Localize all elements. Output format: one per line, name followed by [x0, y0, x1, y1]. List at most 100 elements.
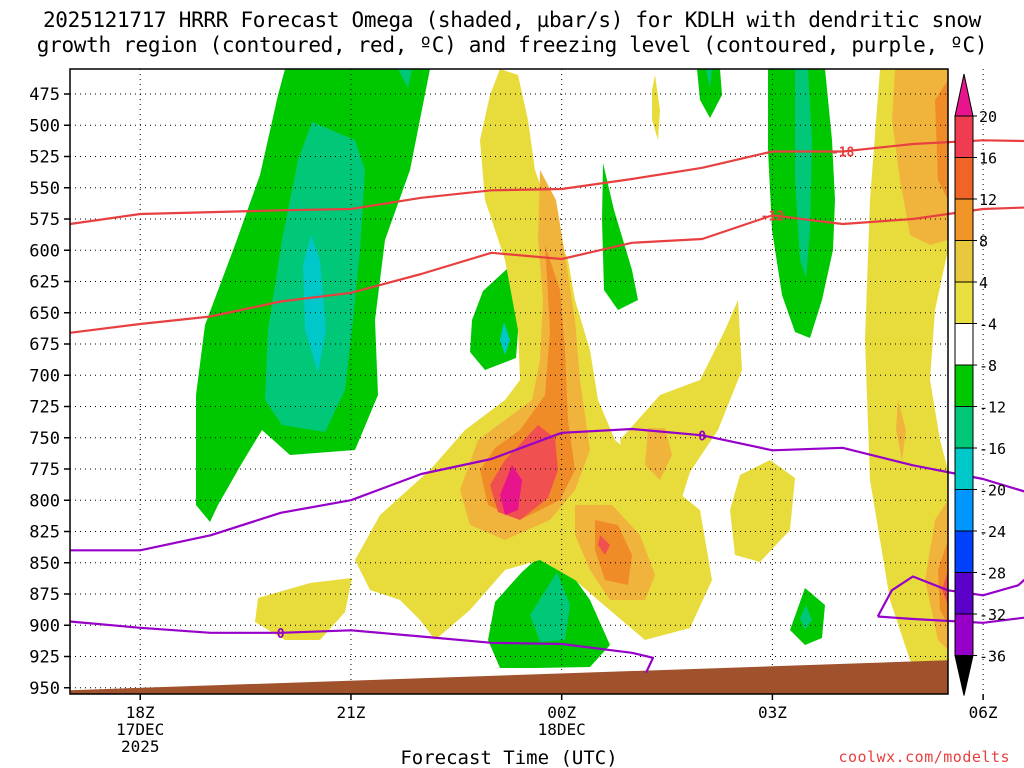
omega-positive-orange-right	[645, 428, 672, 480]
omega-negative-sliver	[602, 163, 638, 310]
omega-negative-north-patch	[398, 69, 412, 88]
colorbar-swatch	[954, 364, 974, 407]
omega-negative-center-west	[303, 235, 326, 372]
credit-text: coolwx.com/modelts	[838, 748, 1010, 766]
y-tick-label: 750	[29, 429, 60, 449]
contour-dendritic-top	[69, 139, 1024, 226]
chart-title-line-2: growth region (contoured, red, ºC) and f…	[36, 33, 988, 57]
contour-dendritic-bottom	[69, 206, 1024, 334]
colorbar-label: -28	[979, 565, 1006, 583]
x-axis: 18Z17DEC202521Z00Z18DEC03Z06Z09Z	[116, 694, 998, 756]
y-tick-label: 925	[29, 648, 60, 668]
contour-label: -18	[831, 146, 855, 161]
contour-freezing-lower	[69, 620, 655, 674]
colorbar-label: 16	[979, 150, 997, 168]
y-tick-label: 575	[29, 210, 60, 230]
colorbar-swatch	[954, 115, 974, 158]
omega-positive-orange-east-mid	[896, 400, 906, 460]
y-tick-label: 825	[29, 523, 60, 543]
colorbar-swatch	[954, 323, 974, 366]
y-tick-label: 650	[29, 304, 60, 324]
colorbar-swatch	[954, 447, 974, 490]
omega-negative-low-core	[530, 572, 570, 642]
colorbar-swatch	[954, 157, 974, 200]
colorbar-swatch	[954, 572, 974, 615]
colorbar-label: -24	[979, 523, 1006, 541]
colorbar-bottom-arrow	[954, 655, 974, 696]
colorbar-swatch	[954, 530, 974, 573]
omega-positive-west-low	[255, 578, 352, 640]
omega-negative-core-east	[795, 69, 812, 278]
omega-negative-north-east-core	[706, 69, 712, 88]
x-tick-sublabel: 17DEC	[116, 720, 164, 739]
omega-shading	[196, 69, 948, 694]
y-tick-label: 600	[29, 241, 60, 261]
colorbar-top-arrow	[954, 73, 974, 117]
x-tick-label: 21Z	[337, 703, 366, 722]
y-tick-label: 525	[29, 148, 60, 168]
colorbar-label: -4	[979, 316, 997, 334]
colorbar-swatch	[954, 489, 974, 532]
omega-positive-magenta-core	[500, 465, 522, 515]
x-axis-title: Forecast Time (UTC)	[400, 747, 617, 768]
colorbar-label: 4	[979, 274, 988, 292]
colorbar-swatch	[954, 240, 974, 283]
contour-label: 0	[698, 429, 706, 444]
grid-lines	[70, 69, 984, 694]
omega-positive-dark-orange-east-low	[938, 540, 948, 625]
y-axis: 475 500 525 550 575 600 625 650 675 700 725 750 775 8…	[29, 85, 70, 699]
contour-label: -12	[761, 209, 784, 224]
y-tick-label: 500	[29, 116, 60, 136]
plot-frame	[69, 68, 949, 695]
x-tick-sublabel: 18DEC	[538, 720, 586, 739]
y-tick-label: 475	[29, 85, 60, 105]
x-tick-sublabel: 2025	[121, 737, 160, 756]
y-tick-label: 725	[29, 398, 60, 418]
colorbar: 20 16 12 8 4 -4 -8 -12 -16 -20 -24 -28 -32 -36	[954, 73, 1006, 696]
chart-title-line-1: 2025121717 HRRR Forecast Omega (shaded, …	[42, 8, 982, 32]
colorbar-label: 8	[979, 233, 988, 251]
omega-positive-dark-orange-east	[935, 80, 948, 200]
colorbar-label: -20	[979, 482, 1006, 500]
y-tick-label: 850	[29, 554, 60, 574]
colorbar-swatch	[954, 198, 974, 241]
contour-label: 0	[277, 627, 285, 642]
colorbar-swatch	[954, 613, 974, 656]
x-tick-label: 00Z	[547, 703, 576, 722]
y-tick-label: 550	[29, 179, 60, 199]
y-tick-label: 625	[29, 273, 60, 293]
omega-positive-north-sliver	[652, 75, 660, 140]
contour-freezing-lower-east	[877, 615, 1024, 624]
colorbar-label: -8	[979, 357, 997, 375]
omega-positive-main-west	[355, 69, 712, 640]
colorbar-label: 12	[979, 191, 997, 209]
colorbar-label: -12	[979, 399, 1006, 417]
colorbar-swatch	[954, 281, 974, 324]
contour-freezing-upper	[70, 427, 1024, 618]
x-tick-label: 18Z	[126, 703, 155, 722]
colorbar-label: -36	[979, 648, 1006, 666]
omega-negative-core-mid	[500, 322, 510, 355]
contour-layer: -18-120000	[69, 139, 1024, 674]
colorbar-label: -32	[979, 606, 1006, 624]
y-tick-label: 875	[29, 585, 60, 605]
y-tick-label: 700	[29, 366, 60, 386]
omega-negative-north-east	[697, 69, 722, 118]
omega-positive-dark-orange-lower	[595, 520, 632, 585]
x-tick-label: 06Z	[969, 703, 998, 722]
omega-positive-red-lower	[598, 535, 610, 555]
colorbar-label: 20	[979, 108, 997, 126]
y-tick-label: 775	[29, 460, 60, 480]
omega-negative-small-east-core	[800, 605, 812, 630]
omega-positive-east-band-white	[930, 250, 948, 470]
y-tick-label: 900	[29, 616, 60, 636]
omega-positive-red-east	[942, 570, 948, 605]
omega-positive-right-branch	[620, 300, 742, 540]
colorbar-swatch	[954, 406, 974, 449]
y-tick-label: 950	[29, 679, 60, 699]
omega-positive-east-small	[730, 460, 795, 562]
y-tick-label: 800	[29, 491, 60, 511]
y-tick-label: 675	[29, 335, 60, 355]
terrain-fill	[70, 660, 948, 694]
